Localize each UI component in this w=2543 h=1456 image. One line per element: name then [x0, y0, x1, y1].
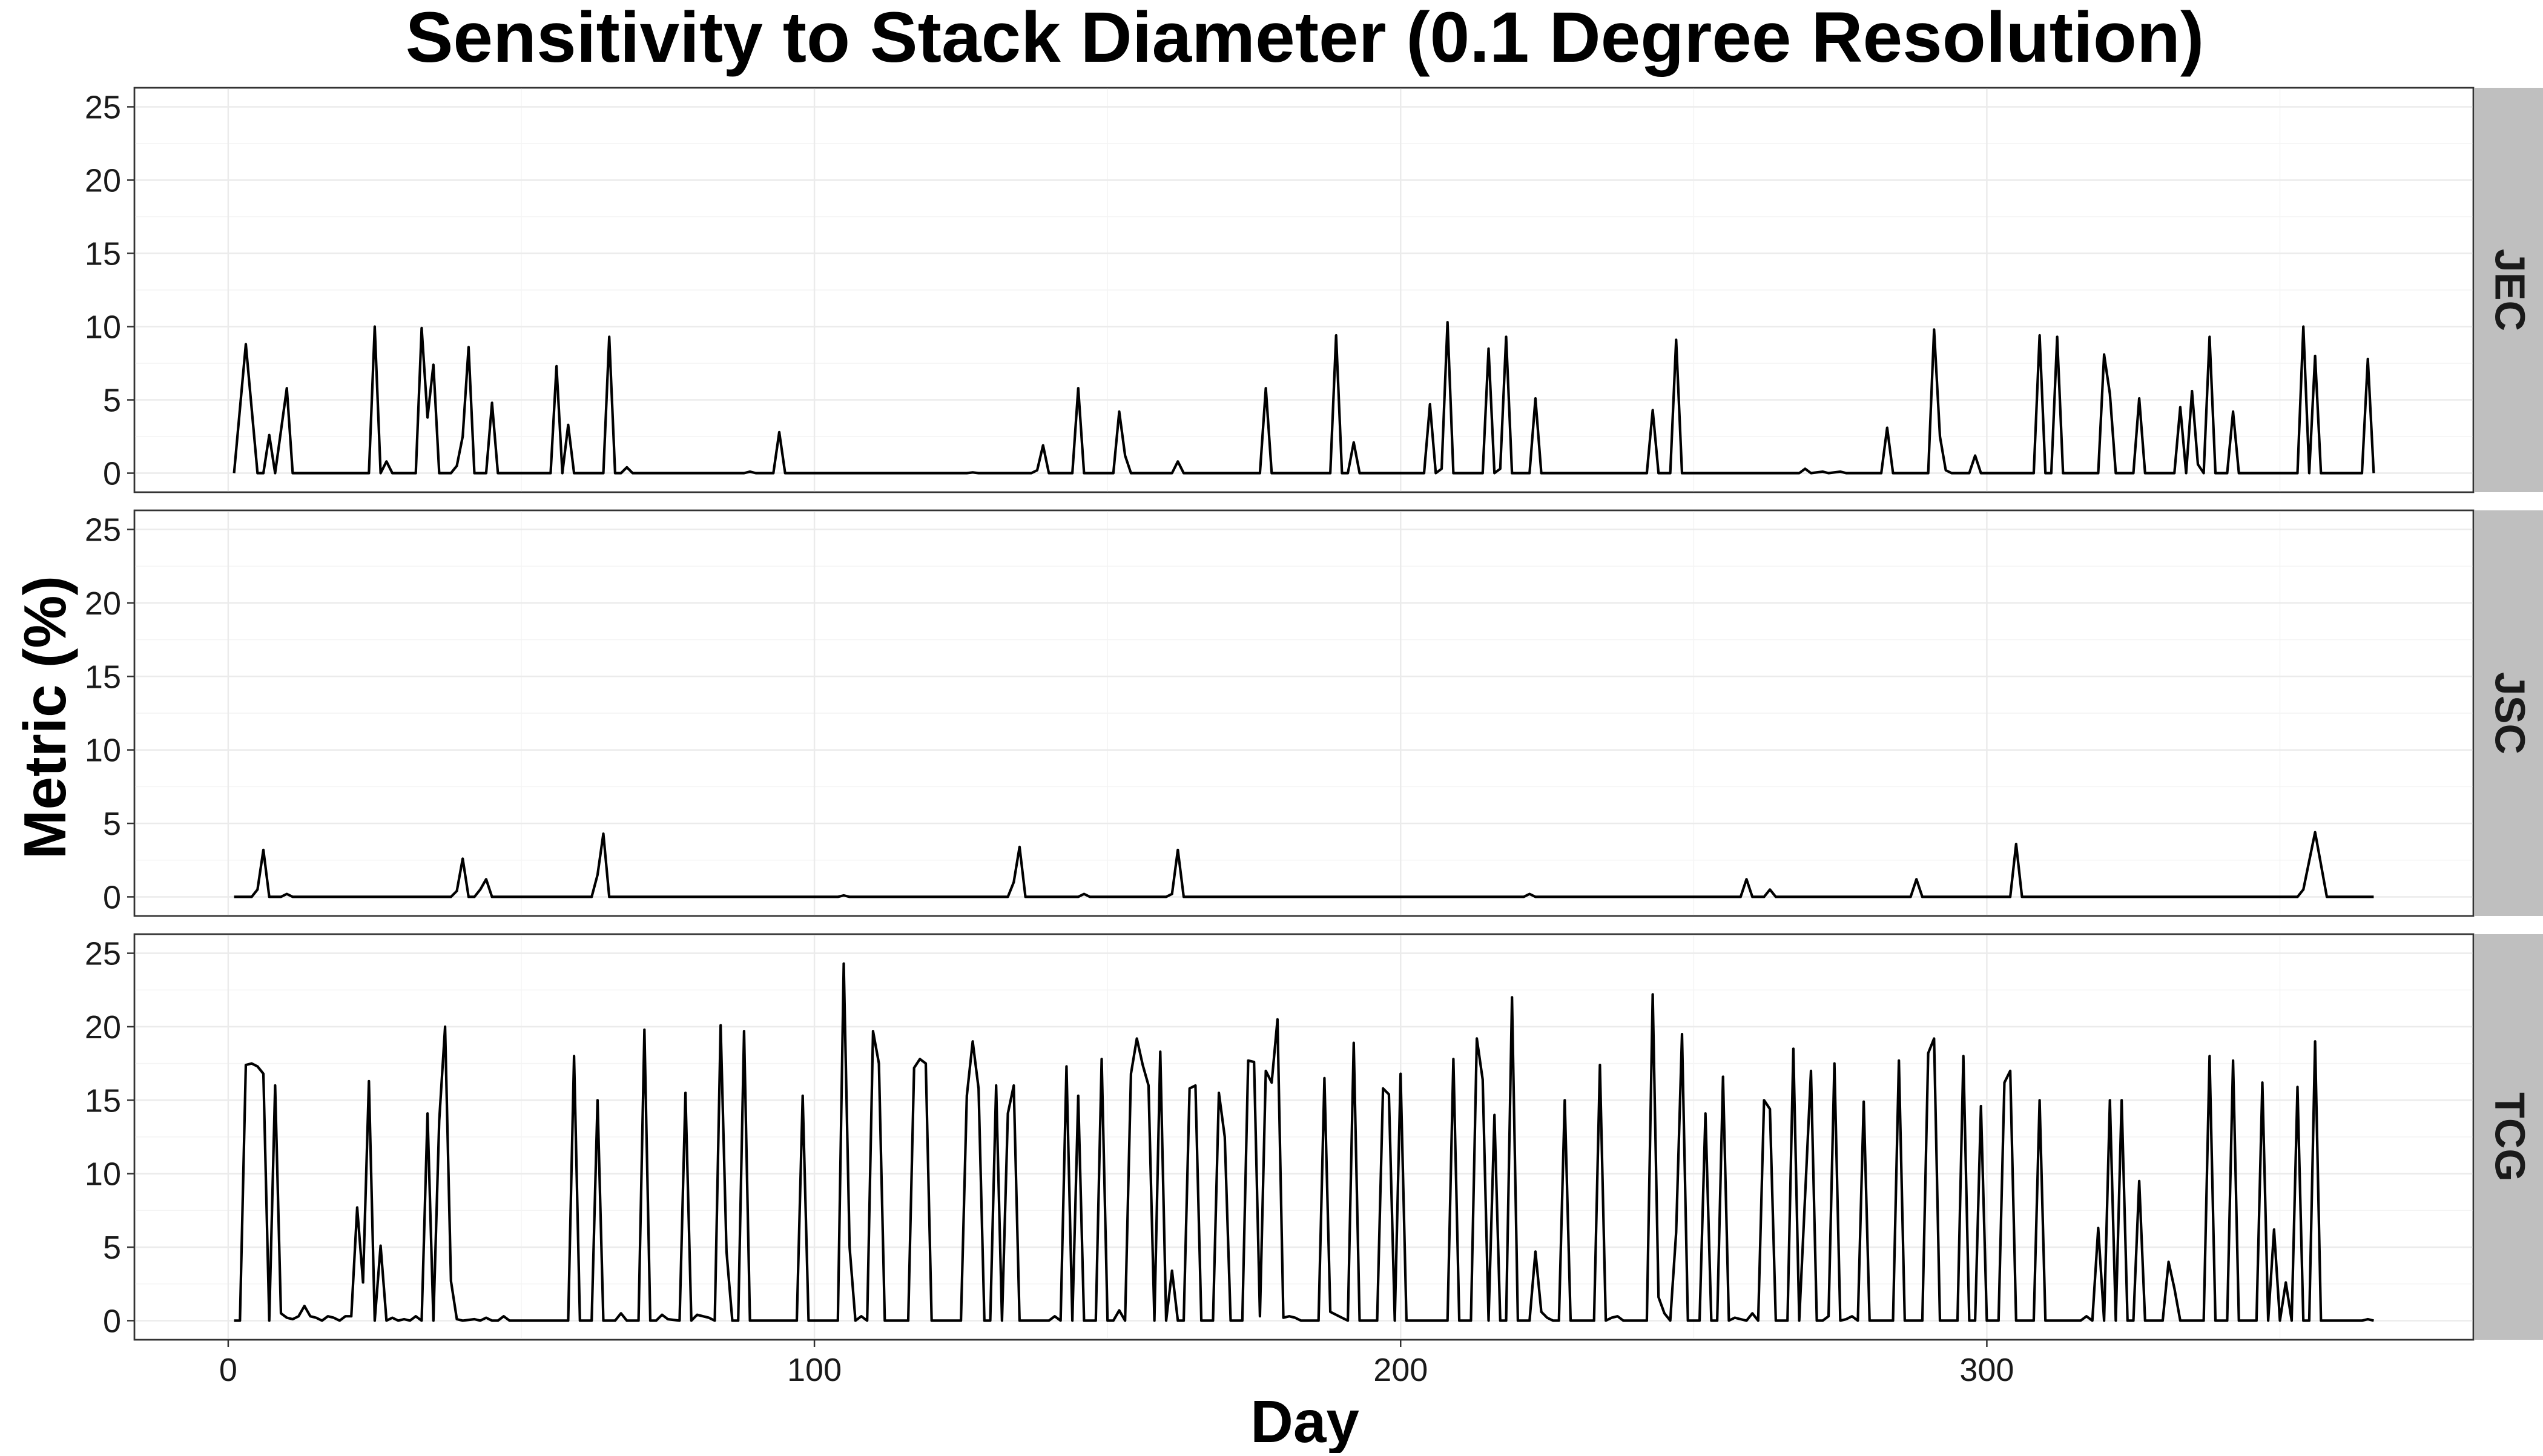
y-tick-label: 5: [103, 383, 121, 419]
x-tick-label: 100: [787, 1352, 842, 1388]
y-tick-label: 5: [103, 1230, 121, 1266]
y-tick-label: 25: [85, 89, 121, 125]
series-line-jsc: [234, 831, 2374, 898]
y-tick-label: 15: [85, 1082, 121, 1119]
panel-jsc: 0 5 10 15 20 25 JSC: [85, 509, 2543, 917]
y-tick-label: 25: [85, 936, 121, 972]
panel-tcg: 0 5 10 15 20 25 TCG: [85, 933, 2543, 1341]
x-axis: 0 100 200 300: [219, 1340, 2014, 1388]
y-tick-label: 20: [85, 162, 121, 199]
y-tick-label: 25: [85, 512, 121, 548]
facet-label-tcg: TCG: [2487, 1092, 2534, 1182]
y-tick-label: 15: [85, 236, 121, 272]
facet-strip-jec: JEC: [2475, 88, 2543, 492]
y-tick-label: 0: [103, 456, 121, 492]
y-tick-label: 10: [85, 733, 121, 769]
y-tick-label: 0: [103, 879, 121, 915]
panel-border: [133, 933, 2475, 1341]
x-axis-title: Day: [1250, 1388, 1359, 1453]
series-line-jec: [233, 321, 2375, 475]
facet-strip-background: [2475, 934, 2543, 1340]
series-line-tcg: [234, 962, 2374, 1322]
y-tick-label: 15: [85, 659, 121, 695]
panels: 0 5 10 15 20 25 JEC 0 5 10 15 20 25 JSC 0 5 10 15 20 25 TCG: [85, 87, 2543, 1341]
facet-strip-tcg: TCG: [2475, 934, 2543, 1340]
facet-strip-jsc: JSC: [2475, 510, 2543, 916]
y-tick-label: 20: [85, 585, 121, 622]
facet-strip-background: [2475, 510, 2543, 916]
y-tick-label: 20: [85, 1009, 121, 1046]
y-tick-label: 10: [85, 309, 121, 346]
x-tick-label: 300: [1959, 1352, 2014, 1388]
facet-label-jec: JEC: [2487, 249, 2534, 331]
panel-border: [133, 509, 2475, 917]
y-tick-label: 5: [103, 806, 121, 842]
panel-border: [133, 87, 2475, 493]
y-tick-label: 10: [85, 1156, 121, 1193]
panel-jec: 0 5 10 15 20 25 JEC: [85, 87, 2543, 493]
y-axis-title: Metric (%): [12, 576, 78, 859]
x-tick-label: 0: [219, 1352, 237, 1388]
y-tick-label: 0: [103, 1303, 121, 1339]
x-tick-label: 200: [1373, 1352, 1428, 1388]
chart-title: Sensitivity to Stack Diameter (0.1 Degre…: [406, 0, 2205, 77]
facet-strip-background: [2475, 88, 2543, 492]
facet-label-jsc: JSC: [2487, 672, 2534, 754]
